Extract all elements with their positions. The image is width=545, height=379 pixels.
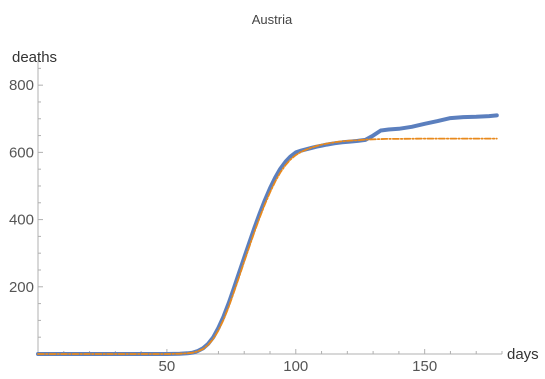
y-axis-title: deaths	[12, 49, 57, 66]
x-tick-label: 50	[159, 358, 176, 374]
data-series-line	[36, 113, 499, 356]
x-tick-label: 100	[283, 358, 308, 374]
series-layer	[36, 113, 499, 356]
axes: 50 100 150 200 400 600 800	[9, 60, 503, 375]
x-axis-title: days	[507, 346, 539, 363]
x-tick-label: 150	[412, 358, 437, 374]
y-tick-label: 400	[9, 212, 34, 229]
y-tick-label: 600	[9, 144, 34, 161]
chart-title: Austria	[252, 12, 293, 27]
fit-series-line	[37, 137, 498, 355]
y-tick-label: 200	[9, 279, 34, 296]
y-tick-label: 800	[9, 77, 34, 94]
